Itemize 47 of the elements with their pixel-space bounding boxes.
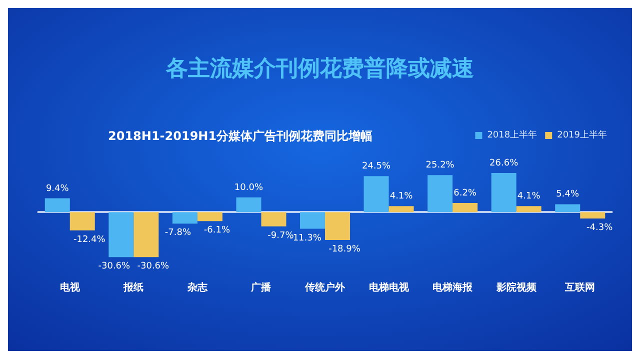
data-label: -12.4%	[73, 234, 106, 245]
data-label: -6.1%	[204, 226, 230, 236]
data-label: -7.8%	[164, 228, 192, 238]
x-tick-label: 报纸	[122, 282, 144, 294]
bar	[428, 175, 453, 212]
x-tick-label: 影院视频	[495, 282, 538, 294]
bar	[580, 212, 606, 218]
bar	[70, 212, 95, 230]
bar	[491, 173, 516, 212]
data-label: -4.3%	[586, 222, 614, 233]
bar	[108, 212, 134, 258]
data-label: 26.6%	[490, 158, 519, 169]
chart-subtitle: 2018H1-2019H1分媒体广告刊例花费同比增幅	[108, 129, 373, 143]
bar	[134, 212, 159, 258]
x-tick-label: 传统户外	[304, 282, 346, 294]
data-label: 10.0%	[234, 182, 264, 193]
bar	[364, 176, 389, 212]
bar	[325, 212, 350, 240]
x-tick-label: 电梯海报	[432, 282, 474, 294]
bar	[236, 197, 262, 212]
data-label: 6.2%	[454, 188, 477, 199]
bar	[172, 212, 198, 224]
x-tick-label: 杂志	[186, 282, 208, 294]
data-label: 4.1%	[390, 192, 414, 202]
x-tick-label: 广播	[250, 282, 272, 294]
bar	[388, 206, 414, 212]
data-label: 4.1%	[517, 192, 541, 202]
chart-title: 各主流媒介刊例花费普降或减速	[165, 56, 474, 82]
bar	[555, 204, 580, 212]
data-label: 24.5%	[362, 162, 392, 172]
bar	[300, 212, 325, 229]
data-label: 25.2%	[426, 160, 455, 171]
legend-label: 2018上半年	[487, 130, 538, 140]
x-tick-label: 电梯电视	[368, 282, 410, 294]
bar	[197, 212, 222, 222]
data-label: 5.4%	[556, 190, 580, 200]
bar	[44, 198, 70, 212]
data-label: 9.4%	[46, 184, 70, 194]
legend-label: 2019上半年	[557, 130, 607, 140]
bar	[452, 203, 478, 212]
data-label: -18.9%	[328, 244, 361, 254]
bar	[261, 212, 286, 226]
data-label: -30.6%	[98, 262, 131, 272]
data-label: -30.6%	[137, 262, 170, 272]
bar	[516, 206, 542, 212]
x-tick-label: 电视	[60, 282, 81, 294]
x-tick-label: 互联网	[564, 282, 596, 294]
